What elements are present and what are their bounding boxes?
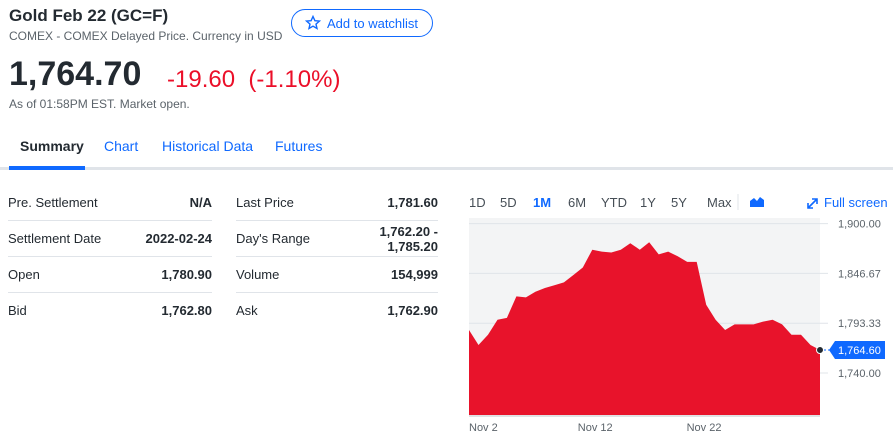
- tab[interactable]: Futures: [275, 138, 323, 154]
- stat-label: Settlement Date: [8, 231, 102, 246]
- y-tick-label: 1,900.00: [838, 219, 881, 231]
- current-label: 1,764.60: [838, 345, 881, 357]
- current-dot: [816, 346, 824, 355]
- y-tick-label: 1,846.67: [838, 268, 881, 280]
- chart: 1D 5D 1M 6M YTD 1Y 5Y Max Full screen 1,900.00 1,8…: [469, 194, 888, 434]
- stat-label: Last Price: [236, 195, 294, 210]
- stat-label: Pre. Settlement: [8, 195, 98, 210]
- range-button[interactable]: 1M: [533, 195, 551, 210]
- stat-value: 1,762.20 - 1,785.20: [379, 224, 438, 254]
- range-button[interactable]: YTD: [601, 195, 627, 210]
- stats-row: Open 1,780.90: [8, 256, 212, 293]
- stat-value: 1,762.90: [387, 303, 438, 318]
- price: 1,764.70: [9, 55, 142, 93]
- change: -19.60 (-1.10%): [167, 66, 340, 94]
- x-tick-label: Nov 12: [578, 422, 613, 434]
- y-tick-label: 1,740.00: [838, 368, 881, 380]
- stat-value: 154,999: [391, 267, 438, 282]
- stat-value: N/A: [189, 195, 212, 210]
- x-tick-label: Nov 2: [469, 422, 498, 434]
- watchlist-label: Add to watchlist: [327, 16, 419, 31]
- range-button[interactable]: 5D: [500, 195, 517, 210]
- change-pct: (-1.10%): [248, 66, 341, 93]
- subtitle: COMEX - COMEX Delayed Price. Currency in…: [9, 29, 283, 43]
- stat-value: 1,762.80: [161, 303, 212, 318]
- tab[interactable]: Historical Data: [162, 138, 254, 154]
- fullscreen-link[interactable]: Full screen: [824, 195, 888, 210]
- change-abs: -19.60: [167, 66, 236, 93]
- stats-row: Bid 1,762.80: [8, 292, 212, 328]
- range-button[interactable]: 1D: [469, 195, 486, 210]
- title: Gold Feb 22 (GC=F): [9, 6, 169, 25]
- tab-indicator: [9, 166, 85, 170]
- stat-label: Open: [8, 267, 40, 282]
- fullscreen-icon: [807, 198, 818, 209]
- watchlist-button[interactable]: Add to watchlist: [291, 9, 433, 37]
- stats-row: Ask 1,762.90: [236, 292, 438, 328]
- range-button[interactable]: 5Y: [671, 195, 687, 210]
- stat-label: Volume: [236, 267, 280, 282]
- price-area: [469, 242, 820, 415]
- tab[interactable]: Chart: [104, 138, 139, 154]
- stat-label: Day's Range: [236, 231, 311, 246]
- chart-type-icon: [750, 197, 764, 207]
- stats-row: Pre. Settlement N/A: [8, 184, 212, 221]
- stat-value: 1,781.60: [387, 195, 438, 210]
- range-button[interactable]: 1Y: [640, 195, 656, 210]
- stats-row: Day's Range 1,762.20 - 1,785.20: [236, 220, 438, 257]
- x-tick-label: Nov 22: [687, 422, 722, 434]
- tab-divider: [0, 167, 893, 170]
- stats-row: Last Price 1,781.60: [236, 184, 438, 221]
- range-button[interactable]: Max: [707, 195, 732, 210]
- stats-row: Volume 154,999: [236, 256, 438, 293]
- stats-row: Settlement Date 2022-02-24: [8, 220, 212, 257]
- star-icon: [305, 15, 321, 30]
- stat-label: Bid: [8, 303, 27, 318]
- stat-value: 1,780.90: [161, 267, 212, 282]
- range-button[interactable]: 6M: [568, 195, 586, 210]
- stat-value: 2022-02-24: [145, 231, 213, 246]
- current-tag: [829, 341, 885, 360]
- quote-time: As of 01:58PM EST. Market open.: [9, 97, 190, 111]
- tab[interactable]: Summary: [20, 138, 84, 154]
- stat-label: Ask: [236, 303, 258, 318]
- y-tick-label: 1,793.33: [838, 318, 881, 330]
